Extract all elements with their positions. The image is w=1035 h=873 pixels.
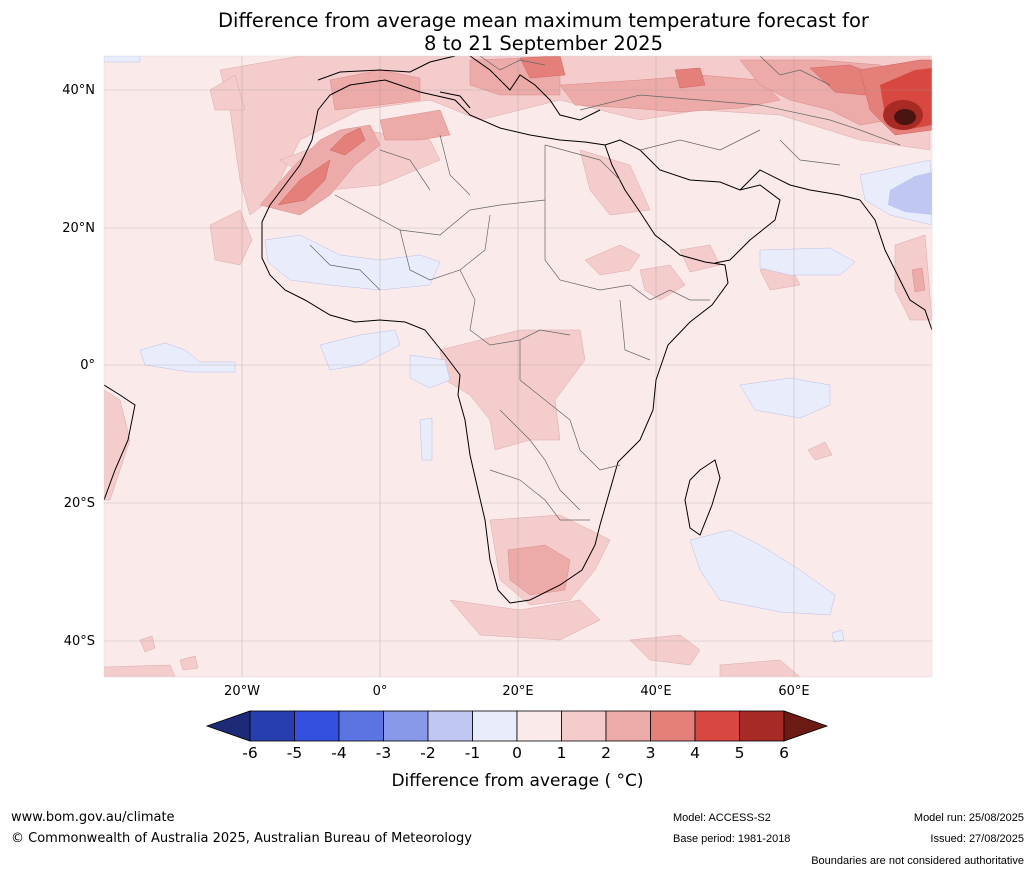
footer-model: Model: ACCESS-S2 [673,812,771,824]
footer-website[interactable]: www.bom.gov.au/climate [11,810,175,825]
colorbar-tick-label: 1 [556,744,567,762]
anomaly-zone-minus2-to-minus1 [888,172,932,215]
footer-model-run: Model run: 25/08/2025 [913,812,1024,824]
anomaly-zone-above-6 [894,109,916,125]
colorbar-segment [472,710,518,742]
colorbar-extend-low [205,710,251,742]
colorbar-segment [650,710,696,742]
lon-label-0: 0° [372,684,388,699]
colorbar-extend-high [783,710,829,742]
colorbar-segment [605,710,651,742]
colorbar-tick-label: -2 [420,744,436,762]
coastlines [104,56,932,604]
colorbar-segment [561,710,607,742]
colorbar-tick-label: 4 [690,744,700,762]
colorbar-segment [294,710,340,742]
lon-label-60e: 60°E [778,684,810,699]
footer-copyright: © Commonwealth of Australia 2025, Austra… [11,831,472,846]
colorbar-segment [383,710,429,742]
map-frame [103,55,933,678]
map-gridlines [104,56,932,677]
footer-base-period: Base period: 1981-2018 [673,833,791,845]
colorbar-tick-label: 6 [779,744,789,762]
lat-label-40n: 40°N [62,83,95,98]
colorbar-tick-label: 2 [601,744,611,762]
colorbar-segment [249,710,295,742]
colorbar-tick-label: -5 [286,744,303,762]
footer-disclaimer: Boundaries are not considered authoritat… [811,855,1024,867]
lat-label-equator: 0° [80,358,95,373]
country-borders [309,56,901,521]
colorbar-segment [739,710,785,742]
colorbar-segment [427,710,473,742]
colorbar-tick-label: 3 [645,744,656,762]
colorbar-tick-label: -3 [375,744,392,762]
lat-label-20s: 20°S [63,496,95,511]
anomaly-zone-minus1-to-0 [104,56,932,643]
colorbar-tick-label: 0 [512,744,522,762]
colorbar-segment [338,710,384,742]
lon-label-40e: 40°E [640,684,672,699]
colorbar-tick-label: -6 [242,744,258,762]
colorbar-segment [516,710,562,742]
colorbar-tick-label: -1 [464,744,481,762]
lat-label-20n: 20°N [62,221,95,236]
chart-subtitle: 8 to 21 September 2025 [424,32,663,55]
lon-label-20e: 20°E [502,684,534,699]
lon-label-20w: 20°W [224,684,260,699]
chart-title: Difference from average mean maximum tem… [218,9,869,32]
footer-issued: Issued: 27/08/2025 [930,833,1024,845]
colorbar-tick-label: -4 [331,744,347,762]
colorbar [205,710,829,742]
colorbar-tick-label: 5 [734,744,745,762]
colorbar-label: Difference from average ( °C) [391,771,644,791]
lat-label-40s: 40°S [63,634,95,649]
colorbar-segment [694,710,740,742]
